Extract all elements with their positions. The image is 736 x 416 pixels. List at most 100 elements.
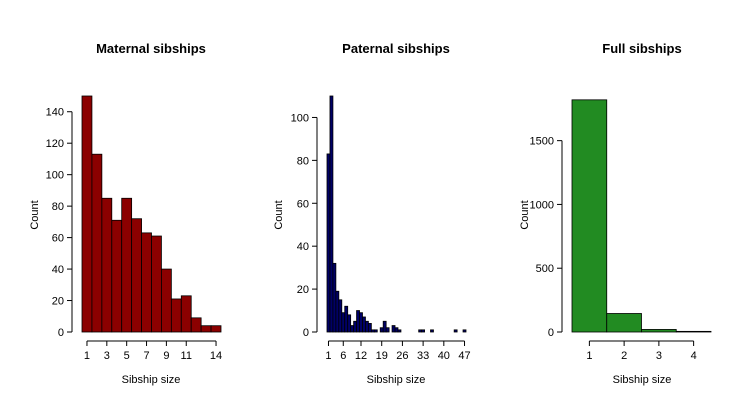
full-x-tick-label-4: 4 bbox=[691, 350, 697, 362]
paternal-bar-3 bbox=[332, 262, 337, 333]
paternal-bar-8 bbox=[347, 314, 352, 333]
maternal-bar-1 bbox=[81, 95, 93, 333]
maternal-bar-13 bbox=[200, 325, 212, 333]
paternal-bar-16 bbox=[370, 329, 375, 333]
maternal-y-tick-label-20: 20 bbox=[52, 296, 64, 308]
maternal-bar-14 bbox=[210, 325, 222, 333]
panel-paternal-sibships: Paternal sibships 0 20 40 60 80 100 1 6 12 19 26 3… bbox=[273, 41, 471, 386]
paternal-bar-23 bbox=[391, 325, 396, 333]
full-bar-4 bbox=[675, 330, 712, 333]
paternal-x-axis: 1 6 12 19 26 33 40 47 bbox=[325, 340, 471, 362]
full-chart-title: Full sibships bbox=[602, 41, 681, 56]
maternal-bar-11 bbox=[180, 295, 192, 333]
maternal-x-tick-label-3: 3 bbox=[104, 350, 110, 362]
paternal-bar-44 bbox=[453, 329, 458, 333]
full-y-tick-label-1500: 1500 bbox=[530, 136, 554, 148]
full-x-tick-label-1: 1 bbox=[586, 350, 592, 362]
paternal-bar-36 bbox=[430, 329, 434, 333]
maternal-bar-6 bbox=[131, 218, 142, 333]
maternal-bar-9 bbox=[161, 268, 172, 333]
paternal-x-tick-label-12: 12 bbox=[355, 350, 367, 362]
paternal-x-tick-label-1: 1 bbox=[325, 350, 331, 362]
maternal-x-tick-label-7: 7 bbox=[143, 350, 149, 362]
paternal-bar-13 bbox=[362, 316, 366, 333]
maternal-bar-10 bbox=[170, 298, 182, 333]
full-x-axis-label: Sibship size bbox=[613, 374, 672, 386]
paternal-y-tick-label-60: 60 bbox=[297, 198, 309, 210]
maternal-x-tick-label-5: 5 bbox=[124, 350, 130, 362]
paternal-y-tick-label-20: 20 bbox=[297, 284, 309, 296]
maternal-x-tick-label-14: 14 bbox=[210, 350, 222, 362]
paternal-y-tick-label-80: 80 bbox=[297, 155, 309, 167]
paternal-y-tick-label-0: 0 bbox=[303, 327, 309, 339]
maternal-y-axis-label: Count bbox=[29, 200, 41, 229]
paternal-bar-5 bbox=[338, 299, 343, 333]
maternal-bar-7 bbox=[141, 232, 152, 333]
paternal-bar-25 bbox=[397, 329, 402, 333]
maternal-y-axis: 0 20 40 60 80 100 120 140 bbox=[46, 107, 73, 339]
paternal-bar-2 bbox=[329, 95, 334, 333]
maternal-bar-4 bbox=[111, 219, 123, 333]
paternal-y-tick-label-100: 100 bbox=[291, 112, 309, 124]
paternal-y-axis: 0 20 40 60 80 100 bbox=[291, 112, 318, 339]
full-bars bbox=[571, 99, 712, 333]
maternal-bar-3 bbox=[101, 197, 113, 333]
full-bar-3 bbox=[641, 329, 677, 333]
maternal-y-tick-label-40: 40 bbox=[52, 264, 64, 276]
paternal-bar-15 bbox=[367, 323, 372, 333]
maternal-x-tick-label-9: 9 bbox=[163, 350, 169, 362]
paternal-chart-title: Paternal sibships bbox=[342, 41, 450, 56]
paternal-bar-7 bbox=[344, 305, 349, 333]
maternal-y-tick-label-140: 140 bbox=[46, 107, 64, 119]
paternal-bar-47 bbox=[462, 329, 467, 333]
paternal-bar-1 bbox=[326, 153, 331, 333]
maternal-bar-2 bbox=[91, 153, 103, 333]
maternal-y-tick-label-60: 60 bbox=[52, 233, 64, 245]
maternal-x-tick-label-1: 1 bbox=[84, 350, 90, 362]
maternal-bars bbox=[81, 95, 222, 333]
paternal-bar-11 bbox=[356, 310, 360, 333]
full-bar-1 bbox=[571, 99, 608, 333]
maternal-y-tick-label-80: 80 bbox=[52, 201, 64, 213]
paternal-bar-12 bbox=[359, 312, 363, 333]
full-y-tick-label-0: 0 bbox=[548, 327, 554, 339]
full-bar-2 bbox=[606, 313, 642, 333]
maternal-bar-5 bbox=[121, 197, 133, 333]
paternal-bars bbox=[326, 95, 467, 333]
panel-maternal-sibships: Maternal sibships 0 20 40 60 80 100 120 140 1 3 5… bbox=[29, 41, 222, 386]
paternal-x-tick-label-26: 26 bbox=[396, 350, 408, 362]
paternal-bar-24 bbox=[394, 327, 399, 333]
full-y-tick-label-1000: 1000 bbox=[530, 199, 554, 211]
paternal-bar-9 bbox=[350, 325, 355, 333]
paternal-bar-32 bbox=[418, 329, 423, 333]
paternal-x-tick-label-33: 33 bbox=[417, 350, 429, 362]
paternal-y-tick-label-40: 40 bbox=[297, 241, 309, 253]
paternal-y-axis-label: Count bbox=[273, 200, 285, 229]
maternal-chart-title: Maternal sibships bbox=[96, 41, 206, 56]
maternal-y-tick-label-120: 120 bbox=[46, 138, 64, 150]
paternal-bar-20 bbox=[382, 320, 387, 333]
paternal-x-axis-label: Sibship size bbox=[367, 374, 426, 386]
paternal-x-tick-label-40: 40 bbox=[438, 350, 450, 362]
maternal-y-tick-label-100: 100 bbox=[46, 170, 64, 182]
paternal-x-tick-label-6: 6 bbox=[340, 350, 346, 362]
maternal-bar-12 bbox=[190, 317, 202, 333]
maternal-x-tick-label-11: 11 bbox=[181, 350, 192, 362]
paternal-bar-4 bbox=[335, 290, 340, 333]
paternal-bar-14 bbox=[365, 320, 369, 333]
full-x-tick-label-2: 2 bbox=[621, 350, 627, 362]
paternal-x-tick-label-47: 47 bbox=[458, 350, 470, 362]
paternal-bar-21 bbox=[385, 327, 390, 333]
paternal-bar-19 bbox=[379, 327, 384, 333]
maternal-y-tick-label-0: 0 bbox=[58, 327, 64, 339]
maternal-bar-8 bbox=[151, 235, 162, 333]
maternal-x-axis-label: Sibship size bbox=[122, 374, 181, 386]
full-x-tick-label-3: 3 bbox=[656, 350, 662, 362]
full-y-axis: 0 500 1000 1500 bbox=[530, 136, 563, 339]
maternal-x-axis: 1 3 5 7 9 11 14 bbox=[84, 340, 222, 362]
paternal-bar-17 bbox=[373, 329, 378, 333]
paternal-bar-6 bbox=[341, 312, 346, 333]
paternal-bar-10 bbox=[353, 320, 357, 333]
panel-full-sibships: Full sibships 0 500 1000 1500 1 2 3 4 Sibship … bbox=[519, 41, 712, 386]
